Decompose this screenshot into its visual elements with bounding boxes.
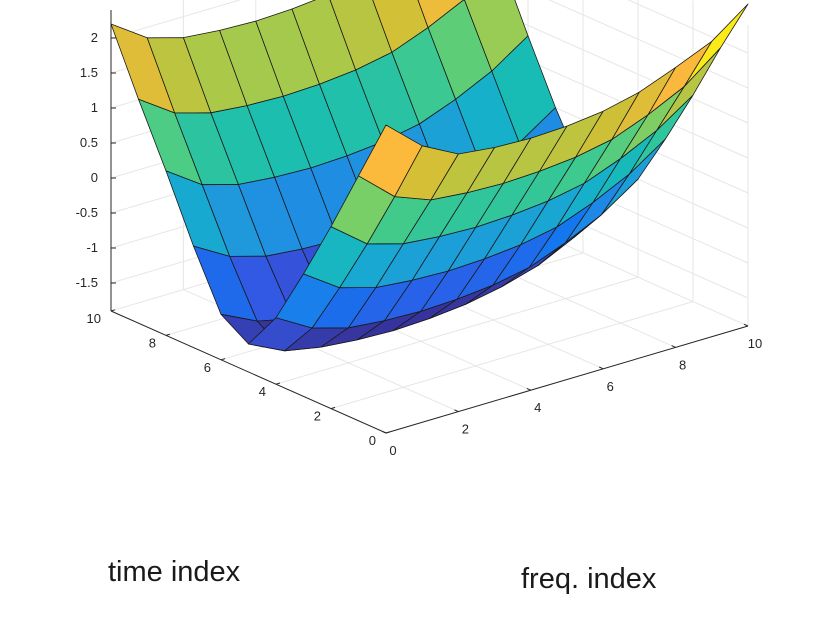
axes-lines	[110, 10, 749, 434]
z-tick-label: 2	[91, 30, 98, 45]
tick-mark	[598, 366, 604, 370]
y-tick-label: 6	[607, 379, 614, 394]
x-tick-label: 4	[259, 384, 266, 399]
surface-mesh	[110, 0, 749, 352]
tick-mark	[330, 406, 336, 410]
tick-mark	[385, 431, 391, 434]
floor-gridline	[330, 301, 694, 410]
floor-gridline	[275, 276, 639, 385]
y-tick-label: 10	[748, 336, 762, 351]
x-tick-label: 2	[314, 409, 321, 424]
axis-line	[110, 310, 387, 434]
z-tick-label: 1	[91, 100, 98, 115]
tick-mark	[110, 309, 116, 312]
z-tick-label: -1	[86, 240, 98, 255]
tick-mark	[671, 345, 676, 348]
surface-patch	[683, 3, 749, 87]
tick-mark	[743, 323, 749, 327]
wall-gridline	[110, 0, 242, 39]
tick-mark	[275, 382, 281, 385]
x-tick-label: 8	[149, 335, 156, 350]
tick-mark	[454, 409, 459, 413]
y-axis-title: freq. index	[521, 563, 657, 595]
tick-mark	[381, 430, 387, 434]
y-tick-label: 8	[679, 357, 686, 372]
z-tick-label: -0.5	[76, 205, 98, 220]
x-tick-label: 0	[369, 433, 376, 448]
tick-mark	[526, 387, 532, 391]
tick-labels: 0 2 4 6 8 10 0 2 4 6 8 10 -1.5 -1 -0.5 0 0.5 1 1.5 2	[76, 30, 763, 458]
x-tick-label: 10	[87, 311, 101, 326]
y-tick-label: 0	[389, 443, 396, 458]
z-tick-label: 0	[91, 170, 98, 185]
z-tick-label: 0.5	[80, 135, 98, 150]
x-axis-title: time index	[108, 556, 241, 588]
wall-gridline	[627, 0, 749, 54]
x-tick-label: 6	[204, 360, 211, 375]
tick-mark	[220, 358, 226, 361]
z-tick-label: -1.5	[76, 275, 98, 290]
tick-mark	[165, 333, 171, 336]
z-tick-label: 1.5	[80, 65, 98, 80]
axis-line	[385, 325, 749, 434]
y-tick-label: 2	[462, 422, 469, 437]
y-tick-label: 4	[534, 400, 541, 415]
